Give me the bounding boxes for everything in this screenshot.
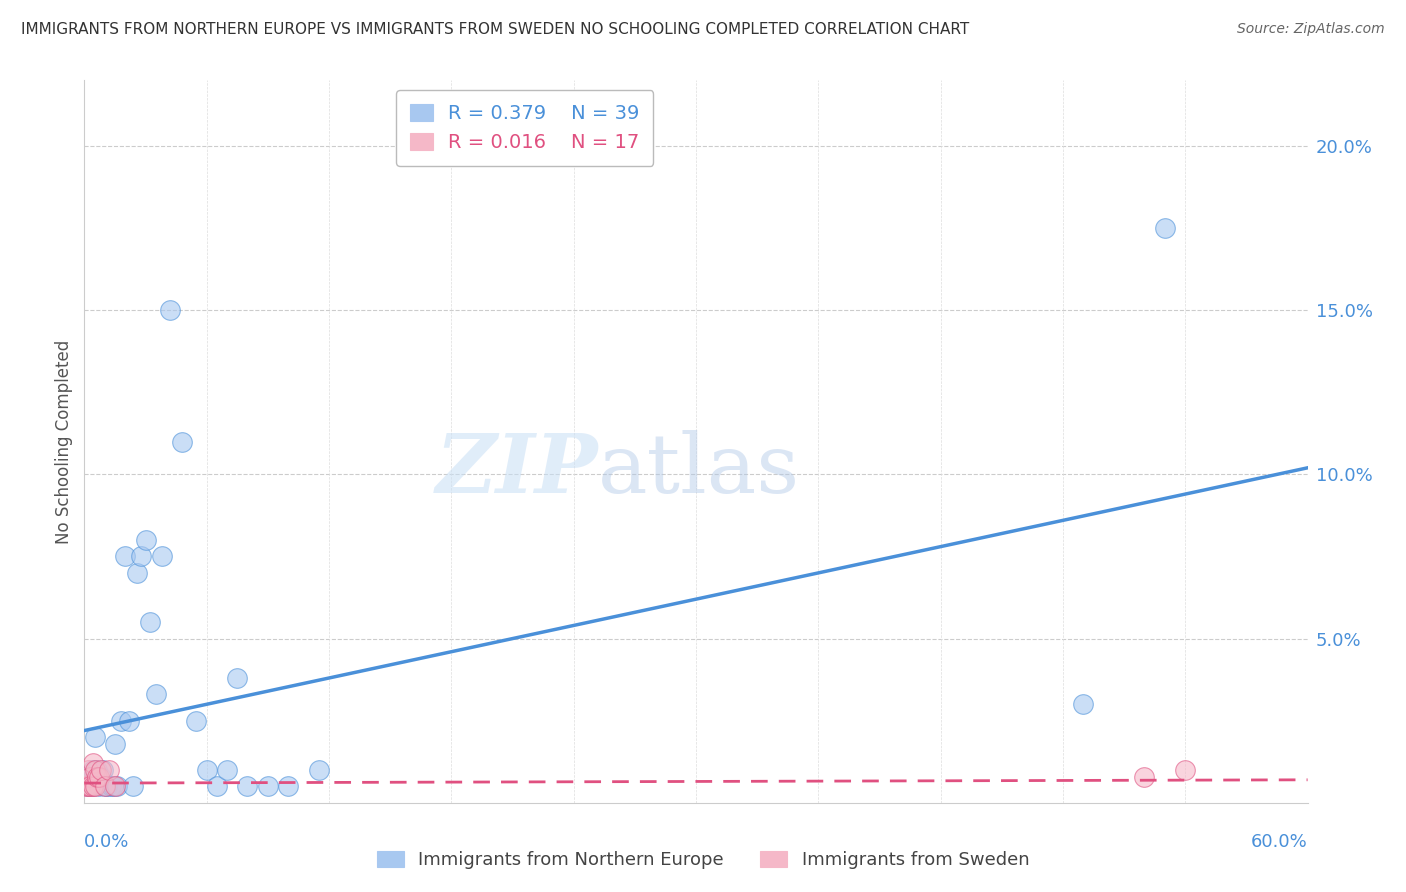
Point: [93, 780, 115, 794]
Point: [83, 780, 105, 794]
Point: [79, 770, 101, 784]
Point: [96, 780, 118, 794]
Point: [77, 780, 100, 794]
Point: [118, 714, 141, 728]
Legend: R = 0.379    N = 39, R = 0.016    N = 17: R = 0.379 N = 39, R = 0.016 N = 17: [396, 90, 654, 166]
Text: ZIP: ZIP: [436, 431, 598, 510]
Point: [101, 780, 124, 794]
Point: [205, 780, 228, 794]
Point: [114, 549, 136, 564]
Point: [82, 756, 104, 771]
Point: [93, 780, 115, 794]
Point: [83, 730, 105, 744]
Point: [1174, 763, 1197, 777]
Point: [75, 780, 97, 794]
Point: [138, 615, 160, 630]
Point: [186, 714, 208, 728]
Point: [77, 763, 100, 777]
Point: [83, 770, 105, 784]
Text: Source: ZipAtlas.com: Source: ZipAtlas.com: [1237, 22, 1385, 37]
Text: 60.0%: 60.0%: [1251, 833, 1308, 851]
Point: [104, 780, 127, 794]
Point: [87, 770, 110, 784]
Point: [1073, 698, 1095, 712]
Point: [1133, 770, 1156, 784]
Point: [86, 770, 108, 784]
Text: IMMIGRANTS FROM NORTHERN EUROPE VS IMMIGRANTS FROM SWEDEN NO SCHOOLING COMPLETED: IMMIGRANTS FROM NORTHERN EUROPE VS IMMIG…: [21, 22, 969, 37]
Point: [79, 780, 101, 794]
Point: [82, 780, 104, 794]
Point: [97, 763, 120, 777]
Point: [122, 780, 145, 794]
Point: [1154, 221, 1177, 235]
Point: [226, 671, 249, 685]
Point: [82, 780, 104, 794]
Point: [77, 780, 100, 794]
Point: [308, 763, 330, 777]
Point: [105, 780, 128, 794]
Point: [127, 566, 149, 580]
Point: [90, 763, 112, 777]
Point: [195, 763, 218, 777]
Point: [159, 303, 181, 318]
Point: [79, 770, 101, 784]
Point: [150, 549, 173, 564]
Point: [131, 549, 153, 564]
Point: [172, 434, 194, 449]
Text: atlas: atlas: [598, 431, 800, 510]
Point: [104, 737, 127, 751]
Point: [91, 763, 114, 777]
Legend: Immigrants from Northern Europe, Immigrants from Sweden: Immigrants from Northern Europe, Immigra…: [368, 842, 1038, 879]
Point: [145, 687, 167, 701]
Point: [110, 714, 132, 728]
Point: [83, 763, 105, 777]
Point: [135, 533, 157, 547]
Point: [82, 763, 104, 777]
Point: [277, 780, 299, 794]
Y-axis label: No Schooling Completed: No Schooling Completed: [55, 340, 73, 543]
Point: [87, 780, 110, 794]
Point: [100, 780, 122, 794]
Point: [90, 770, 112, 784]
Point: [257, 780, 280, 794]
Point: [236, 780, 259, 794]
Text: 0.0%: 0.0%: [84, 833, 129, 851]
Point: [86, 763, 108, 777]
Point: [217, 763, 239, 777]
